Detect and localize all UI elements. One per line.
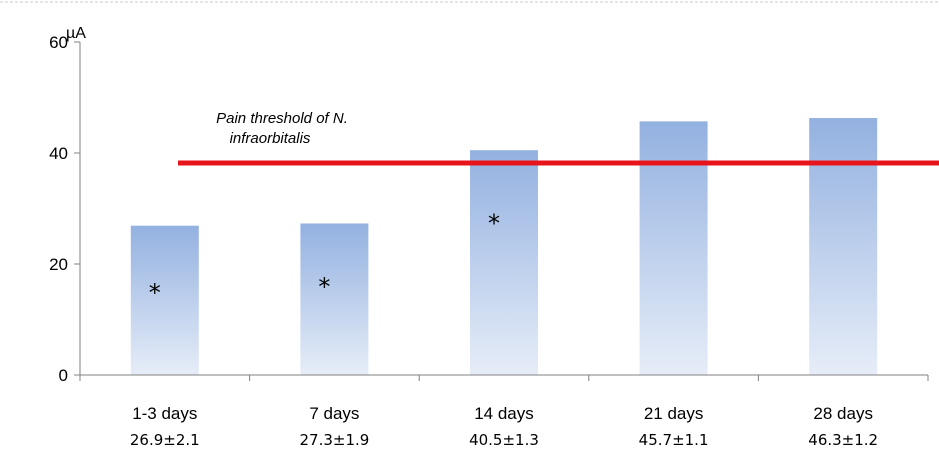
- axes-layer: 0 20 40 60: [49, 33, 929, 385]
- category-label-3: 14 days: [474, 404, 534, 423]
- significance-mark-1: *: [149, 279, 161, 307]
- labels-layer: 1-3 days 26.9±2.1 7 days 27.3±1.9 14 days 40.…: [130, 209, 878, 449]
- y-tick-label-40: 40: [49, 144, 68, 163]
- bar-2: [300, 223, 369, 375]
- y-axis-unit-label: µA: [66, 25, 86, 42]
- value-label-5: 46.3±1.2: [808, 431, 878, 449]
- value-label-3: 40.5±1.3: [469, 431, 539, 449]
- bars-layer: [130, 118, 878, 376]
- y-tick-label-20: 20: [49, 255, 68, 274]
- value-label-2: 27.3±1.9: [299, 431, 369, 449]
- y-tick-label-0: 0: [59, 366, 68, 385]
- bar-5: [809, 118, 878, 375]
- y-tick-label-60: 60: [49, 33, 68, 52]
- value-label-4: 45.7±1.1: [639, 431, 709, 449]
- significance-mark-3: *: [488, 209, 500, 237]
- significance-mark-2: *: [318, 273, 330, 301]
- value-label-1: 26.9±2.1: [130, 431, 200, 449]
- category-label-5: 28 days: [813, 404, 873, 423]
- category-label-2: 7 days: [309, 404, 359, 423]
- bar-3: [470, 150, 538, 375]
- threshold-label-line2: infraorbitalis: [230, 130, 311, 147]
- category-label-4: 21 days: [644, 404, 704, 423]
- bar-4: [639, 121, 708, 376]
- bar-1: [130, 225, 199, 375]
- category-label-1: 1-3 days: [132, 404, 197, 423]
- threshold-label-line1: Pain threshold of N.: [216, 110, 348, 127]
